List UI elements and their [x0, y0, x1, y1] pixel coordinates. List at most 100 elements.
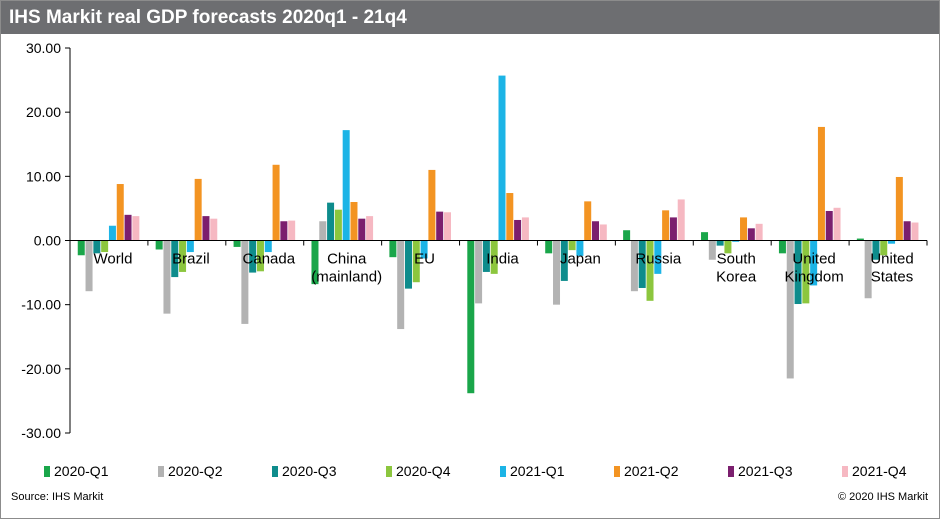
category-label: (mainland): [311, 269, 382, 286]
legend-label: 2021-Q4: [852, 463, 907, 479]
category-label: India: [486, 251, 519, 268]
legend-swatch: [728, 466, 734, 477]
bar: [716, 240, 724, 246]
source-note: Source: IHS Markit: [11, 491, 104, 503]
bar: [397, 240, 405, 330]
category-label: EU: [414, 251, 435, 268]
bar: [817, 126, 825, 241]
category-label: United: [870, 251, 913, 268]
category-label: China: [327, 251, 367, 268]
copyright-note: © 2020 IHS Markit: [837, 491, 928, 503]
bar: [732, 240, 740, 242]
legend-swatch: [386, 466, 392, 477]
bar: [467, 240, 475, 394]
legend-label: 2020-Q1: [54, 463, 109, 479]
bar: [888, 240, 896, 244]
chart-title: IHS Markit real GDP forecasts 2020q1 - 2…: [1, 1, 939, 34]
bar: [630, 240, 638, 292]
bar: [545, 240, 553, 254]
bar: [482, 240, 490, 272]
bar: [521, 217, 529, 241]
bar: [880, 240, 888, 256]
bar: [233, 240, 241, 247]
legend-label: 2021-Q3: [738, 463, 793, 479]
category-label: States: [871, 269, 914, 286]
bar: [724, 240, 732, 254]
bar: [342, 130, 350, 241]
bar: [708, 240, 716, 260]
legend-label: 2021-Q1: [510, 463, 565, 479]
bar: [124, 214, 132, 241]
bar: [319, 221, 327, 241]
y-tick-label: 10.00: [26, 168, 61, 184]
bar: [786, 240, 794, 379]
bar: [701, 232, 709, 241]
category-label: Russia: [635, 251, 682, 268]
y-tick-label: -10.00: [21, 297, 61, 313]
legend-label: 2020-Q4: [396, 463, 451, 479]
bar: [794, 240, 802, 305]
category-label: Brazil: [172, 251, 210, 268]
bar: [490, 240, 498, 274]
bar: [498, 75, 506, 241]
bar: [662, 210, 670, 241]
bar: [576, 240, 584, 256]
y-tick-label: 0.00: [34, 233, 61, 249]
bar: [436, 211, 444, 241]
bar: [116, 184, 124, 241]
bar: [85, 240, 93, 292]
legend-swatch: [272, 466, 278, 477]
bar: [560, 240, 568, 281]
bar: [194, 178, 202, 241]
bar: [740, 217, 748, 241]
category-label: Korea: [716, 269, 757, 286]
bar: [802, 240, 810, 304]
bar: [155, 240, 163, 250]
bar: [514, 219, 522, 241]
legend-swatch: [842, 466, 848, 477]
bar: [241, 240, 249, 324]
bar: [903, 221, 911, 241]
bar: [778, 240, 786, 254]
bar: [420, 240, 428, 259]
bar: [186, 240, 194, 253]
bar: [163, 240, 171, 314]
bar: [833, 207, 841, 241]
bar: [264, 240, 272, 253]
legend-label: 2020-Q2: [168, 463, 223, 479]
y-axis: 30.00 20.00 10.00 0.00 -10.00 -20.00 -30.00: [21, 40, 71, 441]
category-label: South: [717, 251, 756, 268]
bar: [895, 176, 903, 241]
bar: [623, 230, 631, 241]
bar: [108, 225, 116, 241]
bar: [856, 238, 864, 241]
bar: [506, 193, 514, 241]
bar: [280, 221, 288, 241]
category-label: Canada: [243, 251, 296, 268]
bars: [77, 75, 919, 394]
y-tick-label: 20.00: [26, 104, 61, 120]
category-label: Japan: [560, 251, 601, 268]
bar: [568, 240, 576, 251]
bar: [428, 169, 436, 241]
bar: [592, 221, 600, 241]
bar: [202, 216, 210, 241]
bar: [825, 210, 833, 241]
bar: [553, 240, 561, 305]
category-label: World: [94, 251, 133, 268]
legend-swatch: [44, 466, 50, 477]
bar: [475, 240, 483, 304]
bar: [334, 209, 342, 241]
bar: [669, 217, 677, 241]
legend-swatch: [500, 466, 506, 477]
bar: [599, 224, 607, 241]
bar: [810, 240, 818, 286]
bar: [77, 240, 85, 256]
bar: [358, 218, 366, 241]
bar: [654, 240, 662, 274]
bar: [646, 240, 654, 301]
legend-label: 2021-Q2: [624, 463, 679, 479]
bar: [288, 220, 296, 241]
legend: 2020-Q1 2020-Q2 2020-Q3 2020-Q4 2021-Q1 2021-…: [44, 463, 907, 479]
y-tick-label: -20.00: [21, 361, 61, 377]
